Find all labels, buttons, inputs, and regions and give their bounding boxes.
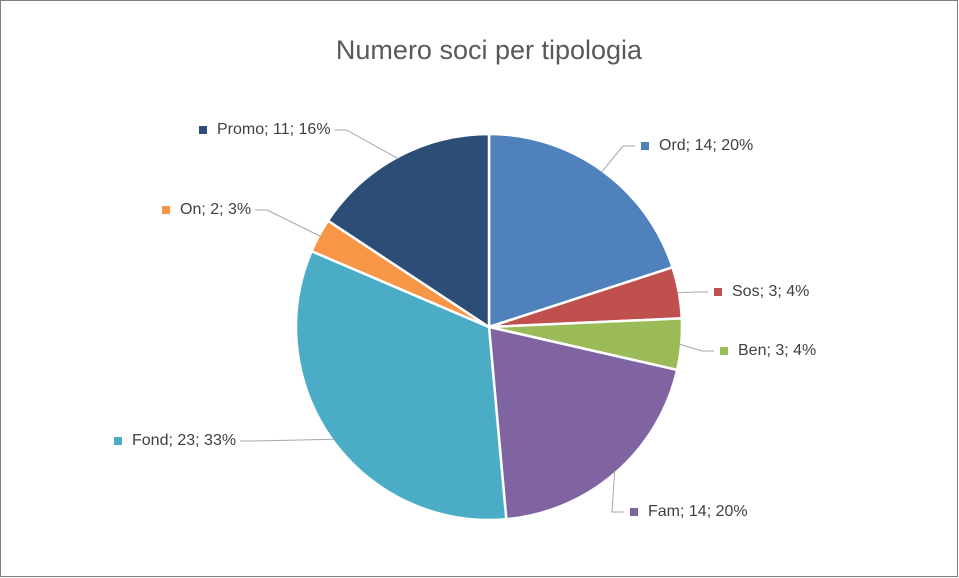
label-marker	[630, 508, 638, 516]
leader-line	[679, 343, 714, 352]
label-marker	[114, 437, 122, 445]
label-marker	[199, 126, 207, 134]
data-label: Fam; 14; 20%	[648, 503, 748, 520]
data-label: On; 2; 3%	[180, 201, 251, 218]
label-marker	[641, 142, 649, 150]
data-label: Ben; 3; 4%	[738, 342, 816, 359]
leader-line	[611, 470, 624, 513]
data-label: Ord; 14; 20%	[659, 137, 753, 154]
pie-slice: Fam	[487, 325, 679, 521]
leader-line	[255, 209, 322, 237]
label-marker	[162, 206, 170, 214]
pie-slice: Fond	[294, 249, 508, 522]
leader-line	[240, 438, 335, 442]
chart-title: Numero soci per tipologia	[336, 35, 643, 65]
data-label: Promo; 11; 16%	[217, 121, 331, 138]
leader-line	[334, 129, 399, 160]
pie-slice: Promo	[326, 132, 491, 330]
leader-line	[600, 145, 635, 173]
data-label: Sos; 3; 4%	[732, 283, 809, 300]
label-marker	[714, 288, 722, 296]
data-label: Fond; 23; 33%	[132, 432, 236, 449]
leader-line	[676, 291, 708, 294]
label-marker	[720, 347, 728, 355]
